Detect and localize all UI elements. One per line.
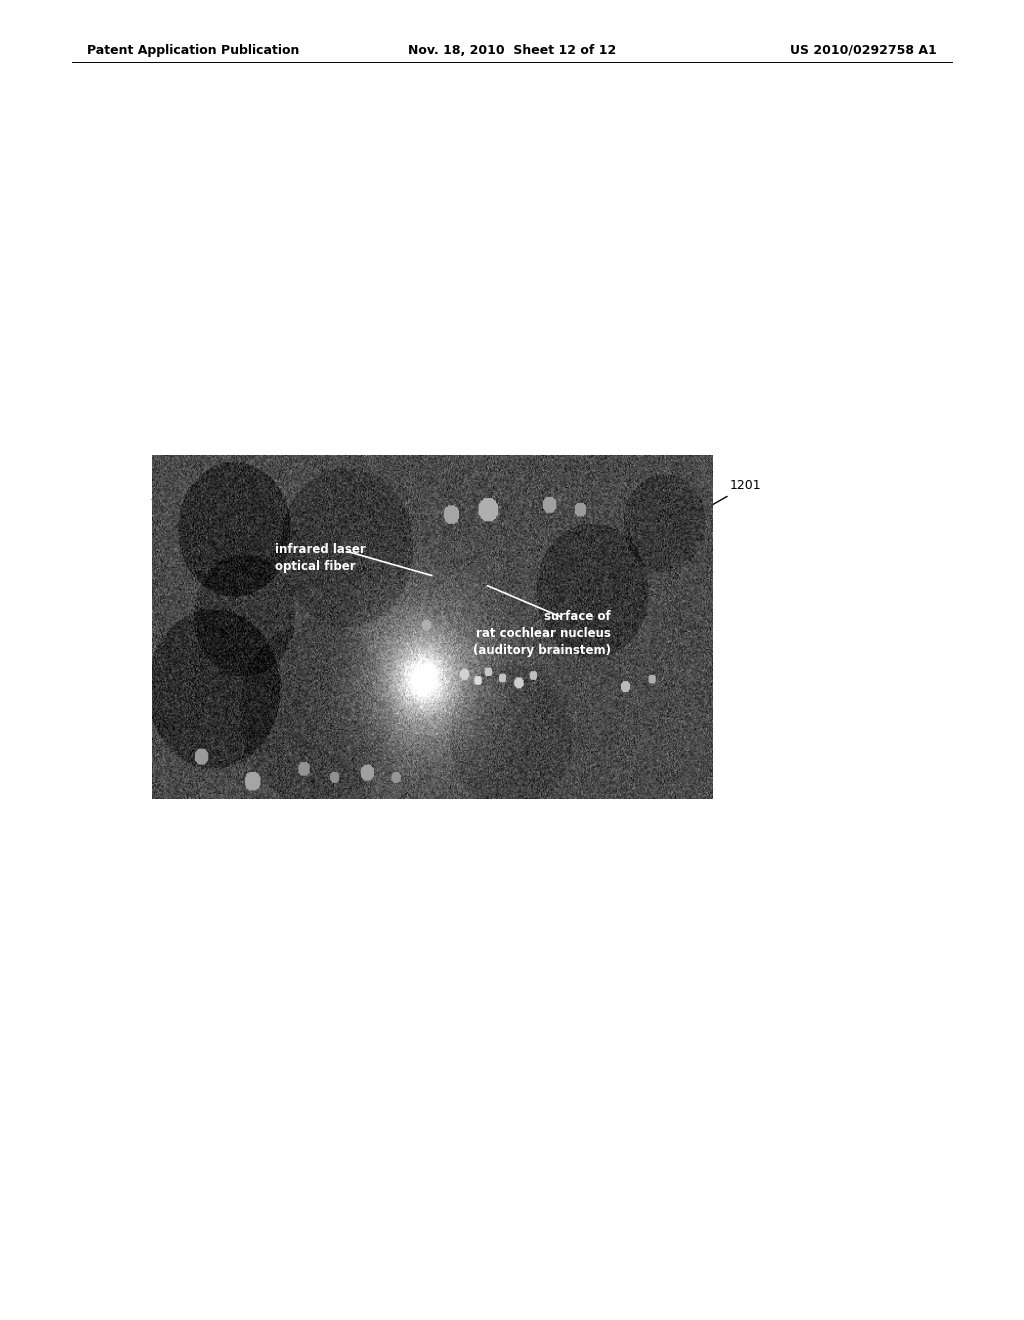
Text: 1201: 1201 xyxy=(703,479,762,510)
Text: infrared laser
optical fiber: infrared laser optical fiber xyxy=(274,544,366,573)
Text: Nov. 18, 2010  Sheet 12 of 12: Nov. 18, 2010 Sheet 12 of 12 xyxy=(408,44,616,57)
Text: US 2010/0292758 A1: US 2010/0292758 A1 xyxy=(791,44,937,57)
Text: Patent Application Publication: Patent Application Publication xyxy=(87,44,299,57)
Text: surface of
rat cochlear nucleus
(auditory brainstem): surface of rat cochlear nucleus (auditor… xyxy=(473,610,611,657)
Text: FIG. 12: FIG. 12 xyxy=(152,486,225,504)
